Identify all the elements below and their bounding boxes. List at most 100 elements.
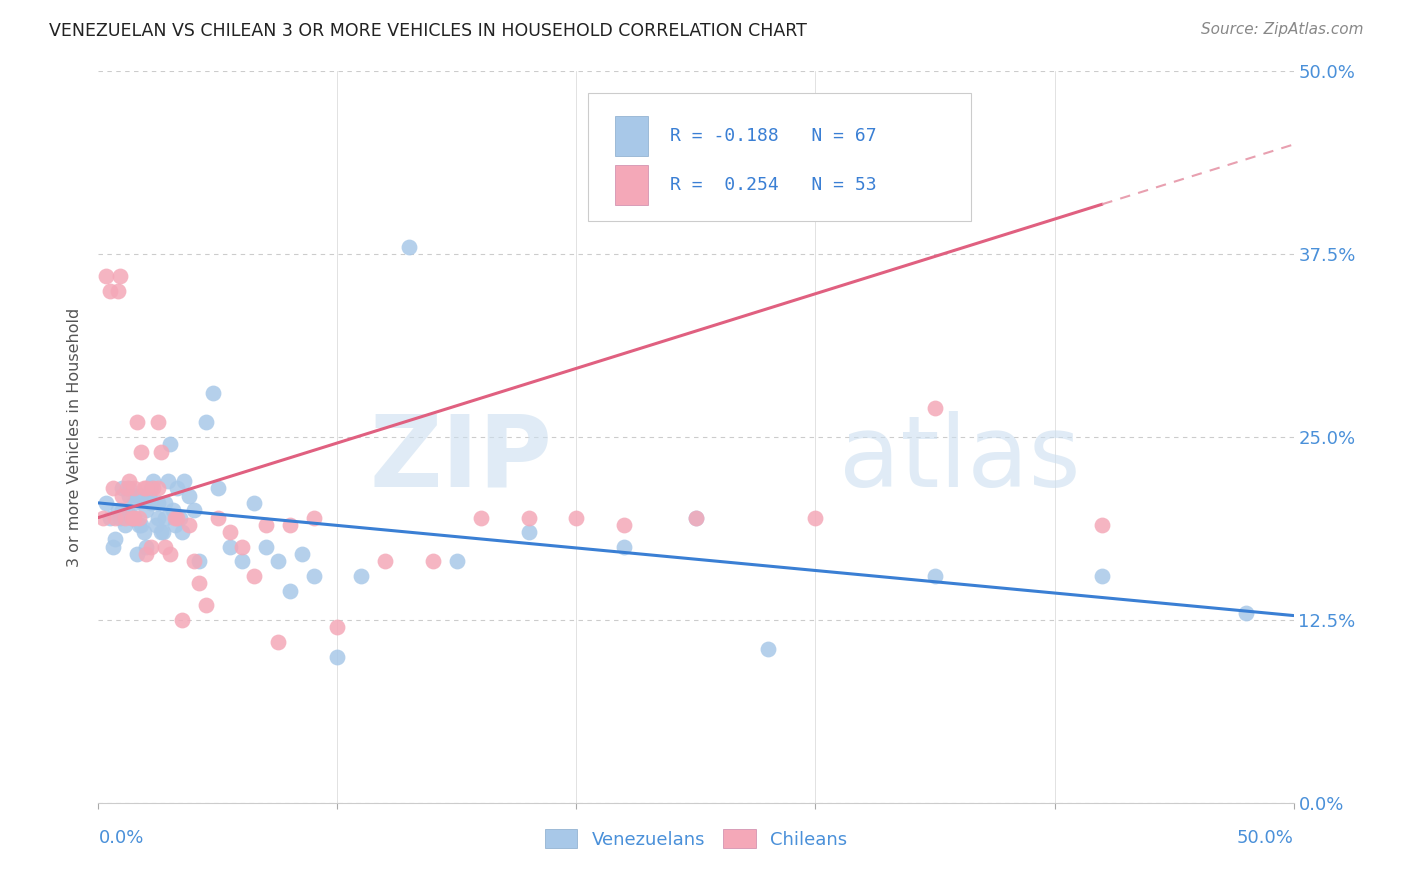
Point bbox=[350, 569, 373, 583]
Point bbox=[243, 496, 266, 510]
FancyBboxPatch shape bbox=[614, 116, 648, 156]
Point bbox=[124, 481, 146, 495]
Point bbox=[243, 569, 266, 583]
Point bbox=[166, 481, 188, 495]
Text: R = -0.188   N = 67: R = -0.188 N = 67 bbox=[669, 127, 876, 145]
Point bbox=[135, 547, 157, 561]
Point bbox=[98, 510, 122, 524]
Point bbox=[302, 569, 325, 583]
Point bbox=[114, 510, 136, 524]
Point bbox=[124, 510, 146, 524]
Point bbox=[517, 510, 540, 524]
Point bbox=[148, 481, 170, 495]
Point bbox=[278, 583, 301, 598]
Point bbox=[267, 635, 290, 649]
Point bbox=[125, 547, 148, 561]
Point bbox=[1234, 606, 1257, 620]
Point bbox=[91, 510, 114, 524]
Text: atlas: atlas bbox=[839, 410, 1081, 508]
Point bbox=[159, 437, 181, 451]
Point bbox=[1091, 517, 1114, 532]
Point bbox=[101, 540, 124, 554]
Point bbox=[207, 510, 229, 524]
Point bbox=[125, 416, 148, 430]
Point bbox=[924, 569, 946, 583]
Point bbox=[155, 510, 177, 524]
Point bbox=[187, 576, 209, 591]
Point bbox=[94, 496, 117, 510]
Point bbox=[254, 517, 277, 532]
Point bbox=[613, 517, 636, 532]
Point bbox=[111, 489, 134, 503]
Point bbox=[163, 517, 186, 532]
Point bbox=[108, 510, 131, 524]
Point bbox=[139, 496, 162, 510]
Point bbox=[398, 240, 420, 254]
Point bbox=[565, 510, 588, 524]
Point bbox=[131, 517, 153, 532]
Point bbox=[254, 540, 277, 554]
Point bbox=[172, 525, 194, 540]
Point bbox=[114, 517, 136, 532]
Point bbox=[685, 510, 707, 524]
Point bbox=[267, 554, 290, 568]
Point bbox=[135, 540, 157, 554]
Point bbox=[124, 510, 146, 524]
Point bbox=[159, 547, 181, 561]
Point bbox=[187, 554, 209, 568]
Point bbox=[326, 649, 349, 664]
Point bbox=[173, 474, 195, 488]
Point bbox=[142, 481, 165, 495]
Point bbox=[115, 481, 138, 495]
Point bbox=[121, 510, 143, 524]
Point bbox=[115, 503, 138, 517]
Text: 50.0%: 50.0% bbox=[1237, 829, 1294, 847]
Point bbox=[183, 503, 205, 517]
Point bbox=[422, 554, 444, 568]
Point bbox=[278, 517, 301, 532]
Point bbox=[183, 554, 205, 568]
Point bbox=[94, 269, 117, 284]
Point bbox=[302, 510, 325, 524]
Point bbox=[124, 496, 146, 510]
Point bbox=[374, 554, 396, 568]
Point bbox=[135, 481, 157, 495]
Text: VENEZUELAN VS CHILEAN 3 OR MORE VEHICLES IN HOUSEHOLD CORRELATION CHART: VENEZUELAN VS CHILEAN 3 OR MORE VEHICLES… bbox=[49, 22, 807, 40]
Point bbox=[131, 444, 153, 458]
Point bbox=[804, 510, 827, 524]
Point bbox=[132, 525, 155, 540]
Point bbox=[924, 401, 946, 415]
Point bbox=[219, 540, 242, 554]
Point bbox=[207, 481, 229, 495]
Point bbox=[613, 540, 636, 554]
Point bbox=[125, 489, 148, 503]
Legend: Venezuelans, Chileans: Venezuelans, Chileans bbox=[537, 822, 855, 856]
Point bbox=[118, 474, 141, 488]
Point bbox=[118, 481, 141, 495]
Point bbox=[121, 510, 143, 524]
Point bbox=[195, 599, 218, 613]
Text: R =  0.254   N = 53: R = 0.254 N = 53 bbox=[669, 176, 876, 194]
Point bbox=[98, 284, 122, 298]
Point bbox=[219, 525, 242, 540]
Point bbox=[163, 510, 186, 524]
Text: Source: ZipAtlas.com: Source: ZipAtlas.com bbox=[1201, 22, 1364, 37]
Point bbox=[162, 503, 184, 517]
Point bbox=[128, 510, 150, 524]
Point bbox=[517, 525, 540, 540]
Point bbox=[148, 416, 170, 430]
Point bbox=[111, 503, 134, 517]
Point bbox=[179, 489, 201, 503]
Text: ZIP: ZIP bbox=[370, 410, 553, 508]
Y-axis label: 3 or more Vehicles in Household: 3 or more Vehicles in Household bbox=[67, 308, 83, 566]
Point bbox=[101, 481, 124, 495]
Point bbox=[118, 489, 141, 503]
Point bbox=[172, 613, 194, 627]
Point bbox=[291, 547, 314, 561]
Point bbox=[231, 540, 253, 554]
Text: 0.0%: 0.0% bbox=[98, 829, 143, 847]
Point bbox=[1091, 569, 1114, 583]
Point bbox=[195, 416, 218, 430]
Point bbox=[128, 517, 150, 532]
Point bbox=[470, 510, 492, 524]
